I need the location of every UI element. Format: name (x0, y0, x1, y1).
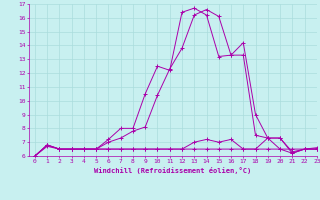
X-axis label: Windchill (Refroidissement éolien,°C): Windchill (Refroidissement éolien,°C) (94, 167, 252, 174)
